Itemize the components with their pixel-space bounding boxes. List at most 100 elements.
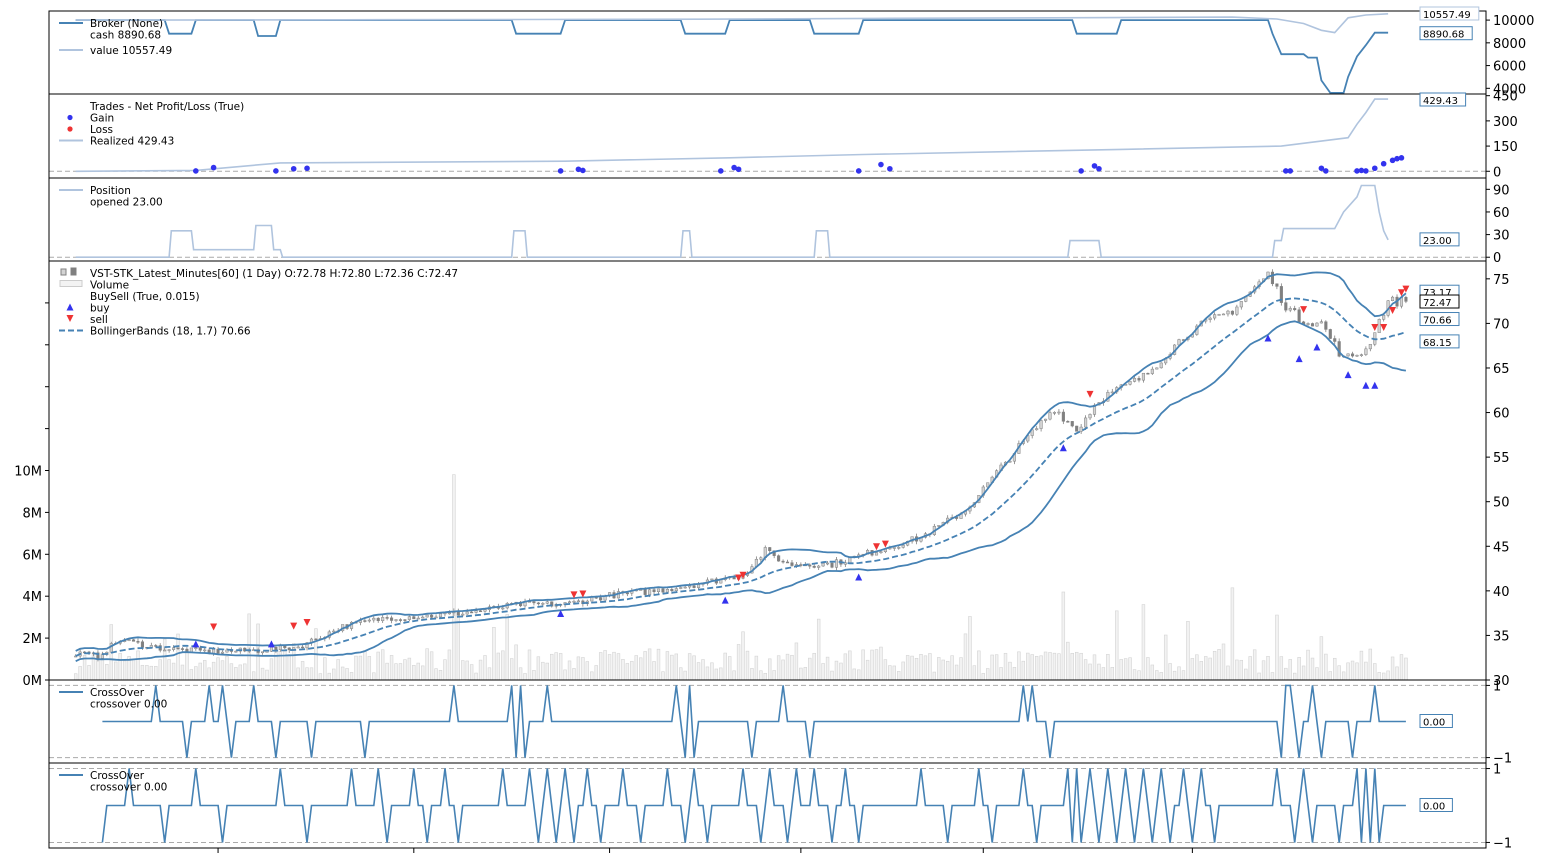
candle-body xyxy=(274,646,278,650)
sell-marker xyxy=(1389,307,1397,315)
position-legend-label: opened 23.00 xyxy=(90,197,163,209)
volume-bar xyxy=(643,651,647,681)
candle-body xyxy=(1048,412,1052,420)
price-legend-label: buy xyxy=(90,303,110,315)
volume-bar xyxy=(696,662,701,681)
price-tick-label: 60 xyxy=(1493,407,1510,422)
crossover1-line xyxy=(102,684,1406,758)
trades-frame xyxy=(48,93,1487,179)
broker-value-last-box xyxy=(1419,6,1480,21)
volume-bar xyxy=(527,649,532,681)
candle-body xyxy=(1208,317,1212,320)
candle-body xyxy=(180,648,185,650)
candle-body xyxy=(1391,296,1395,301)
volume-bar xyxy=(327,672,331,681)
volume-bar xyxy=(567,660,572,681)
candle-body xyxy=(1132,378,1137,382)
volume-bar xyxy=(1039,655,1043,681)
volume-bar xyxy=(492,627,496,681)
candle-body xyxy=(394,619,398,621)
volume-bar xyxy=(247,613,251,681)
candle-body xyxy=(483,609,487,612)
candle-body xyxy=(367,619,371,622)
buy-marker xyxy=(721,596,729,604)
candle-body xyxy=(532,601,536,604)
volume-bar xyxy=(576,656,581,681)
trades-tick-label: 150 xyxy=(1493,140,1518,155)
candle-body xyxy=(1088,414,1092,419)
candle-body xyxy=(136,641,140,643)
volume-bar xyxy=(1012,667,1017,681)
volume-bar xyxy=(834,660,839,681)
volume-bar xyxy=(1252,649,1257,681)
trade-gain-dot xyxy=(1371,165,1378,172)
volume-bar xyxy=(879,646,883,681)
trade-gain-dot xyxy=(290,165,297,172)
candle-body xyxy=(683,586,687,589)
volume-bar xyxy=(380,649,385,681)
candle-body xyxy=(1266,271,1270,280)
volume-bar xyxy=(349,672,354,681)
buy-marker xyxy=(1344,371,1352,379)
price-legend-label: BollingerBands (18, 1.7) 70.66 xyxy=(90,326,251,338)
candle-body xyxy=(567,601,572,604)
trade-gain-dot xyxy=(717,168,724,174)
volume-bar xyxy=(1034,656,1039,681)
price-legend-label: Volume xyxy=(90,280,129,292)
trade-gain-dot xyxy=(273,168,279,174)
candle-body xyxy=(1404,297,1408,302)
candle-body xyxy=(1044,418,1048,421)
volume-tick-label: 0M xyxy=(23,674,43,689)
volume-bar xyxy=(1284,667,1288,681)
broker-tick-label: 10000 xyxy=(1493,14,1534,29)
volume-bar xyxy=(1377,672,1381,681)
volume-bar xyxy=(198,662,202,681)
volume-bar xyxy=(572,668,576,681)
volume-bar xyxy=(1123,658,1128,681)
price-tick-label: 45 xyxy=(1493,540,1510,555)
candle-body xyxy=(305,642,309,649)
candle-body xyxy=(478,610,483,613)
position-tick-label: 0 xyxy=(1493,251,1501,266)
volume-bar xyxy=(154,666,158,681)
sell-marker xyxy=(303,619,311,627)
price-legend-label: BuySell (True, 0.015) xyxy=(90,291,200,303)
bb-mid-last: 70.66 xyxy=(1419,312,1460,327)
volume-bar xyxy=(550,653,554,681)
volume-bar xyxy=(105,664,109,681)
bb-top-line xyxy=(75,271,1407,652)
volume-bar xyxy=(194,666,198,681)
candle-body xyxy=(421,616,425,619)
volume-bar xyxy=(883,659,888,681)
candle-body xyxy=(434,616,438,619)
candle-body xyxy=(692,585,696,588)
candle-body xyxy=(1315,322,1319,327)
candle-body xyxy=(665,589,669,593)
volume-bar xyxy=(1328,671,1332,681)
volume-bar xyxy=(456,614,461,681)
volume-bar xyxy=(1346,662,1350,681)
price-legend-label: VST-STK_Latest_Minutes[60] (1 Day) O:72.… xyxy=(90,268,458,280)
volume-bar xyxy=(305,667,309,681)
volume-bar xyxy=(919,654,923,681)
volume-bar xyxy=(848,650,852,681)
volume-bar xyxy=(603,650,607,681)
crossover1-last-box xyxy=(1419,714,1453,728)
buy-marker xyxy=(1313,343,1321,351)
candle-body xyxy=(194,647,198,650)
volume-bar xyxy=(211,661,216,681)
candle-body xyxy=(1359,354,1363,356)
trades-realized-last: 429.43 xyxy=(1419,92,1467,107)
volume-bar xyxy=(1043,651,1048,681)
volume-bar xyxy=(296,667,300,681)
volume-bar xyxy=(1212,651,1217,681)
volume-bar xyxy=(670,654,674,681)
candle-body xyxy=(897,547,901,549)
candle-body xyxy=(599,597,603,601)
trades-tick-label: 0 xyxy=(1493,165,1501,180)
buy-marker xyxy=(855,573,863,581)
volume-bar xyxy=(358,655,363,681)
volume-bar xyxy=(421,665,425,681)
volume-bar xyxy=(714,668,719,681)
volume-bar xyxy=(950,655,954,681)
